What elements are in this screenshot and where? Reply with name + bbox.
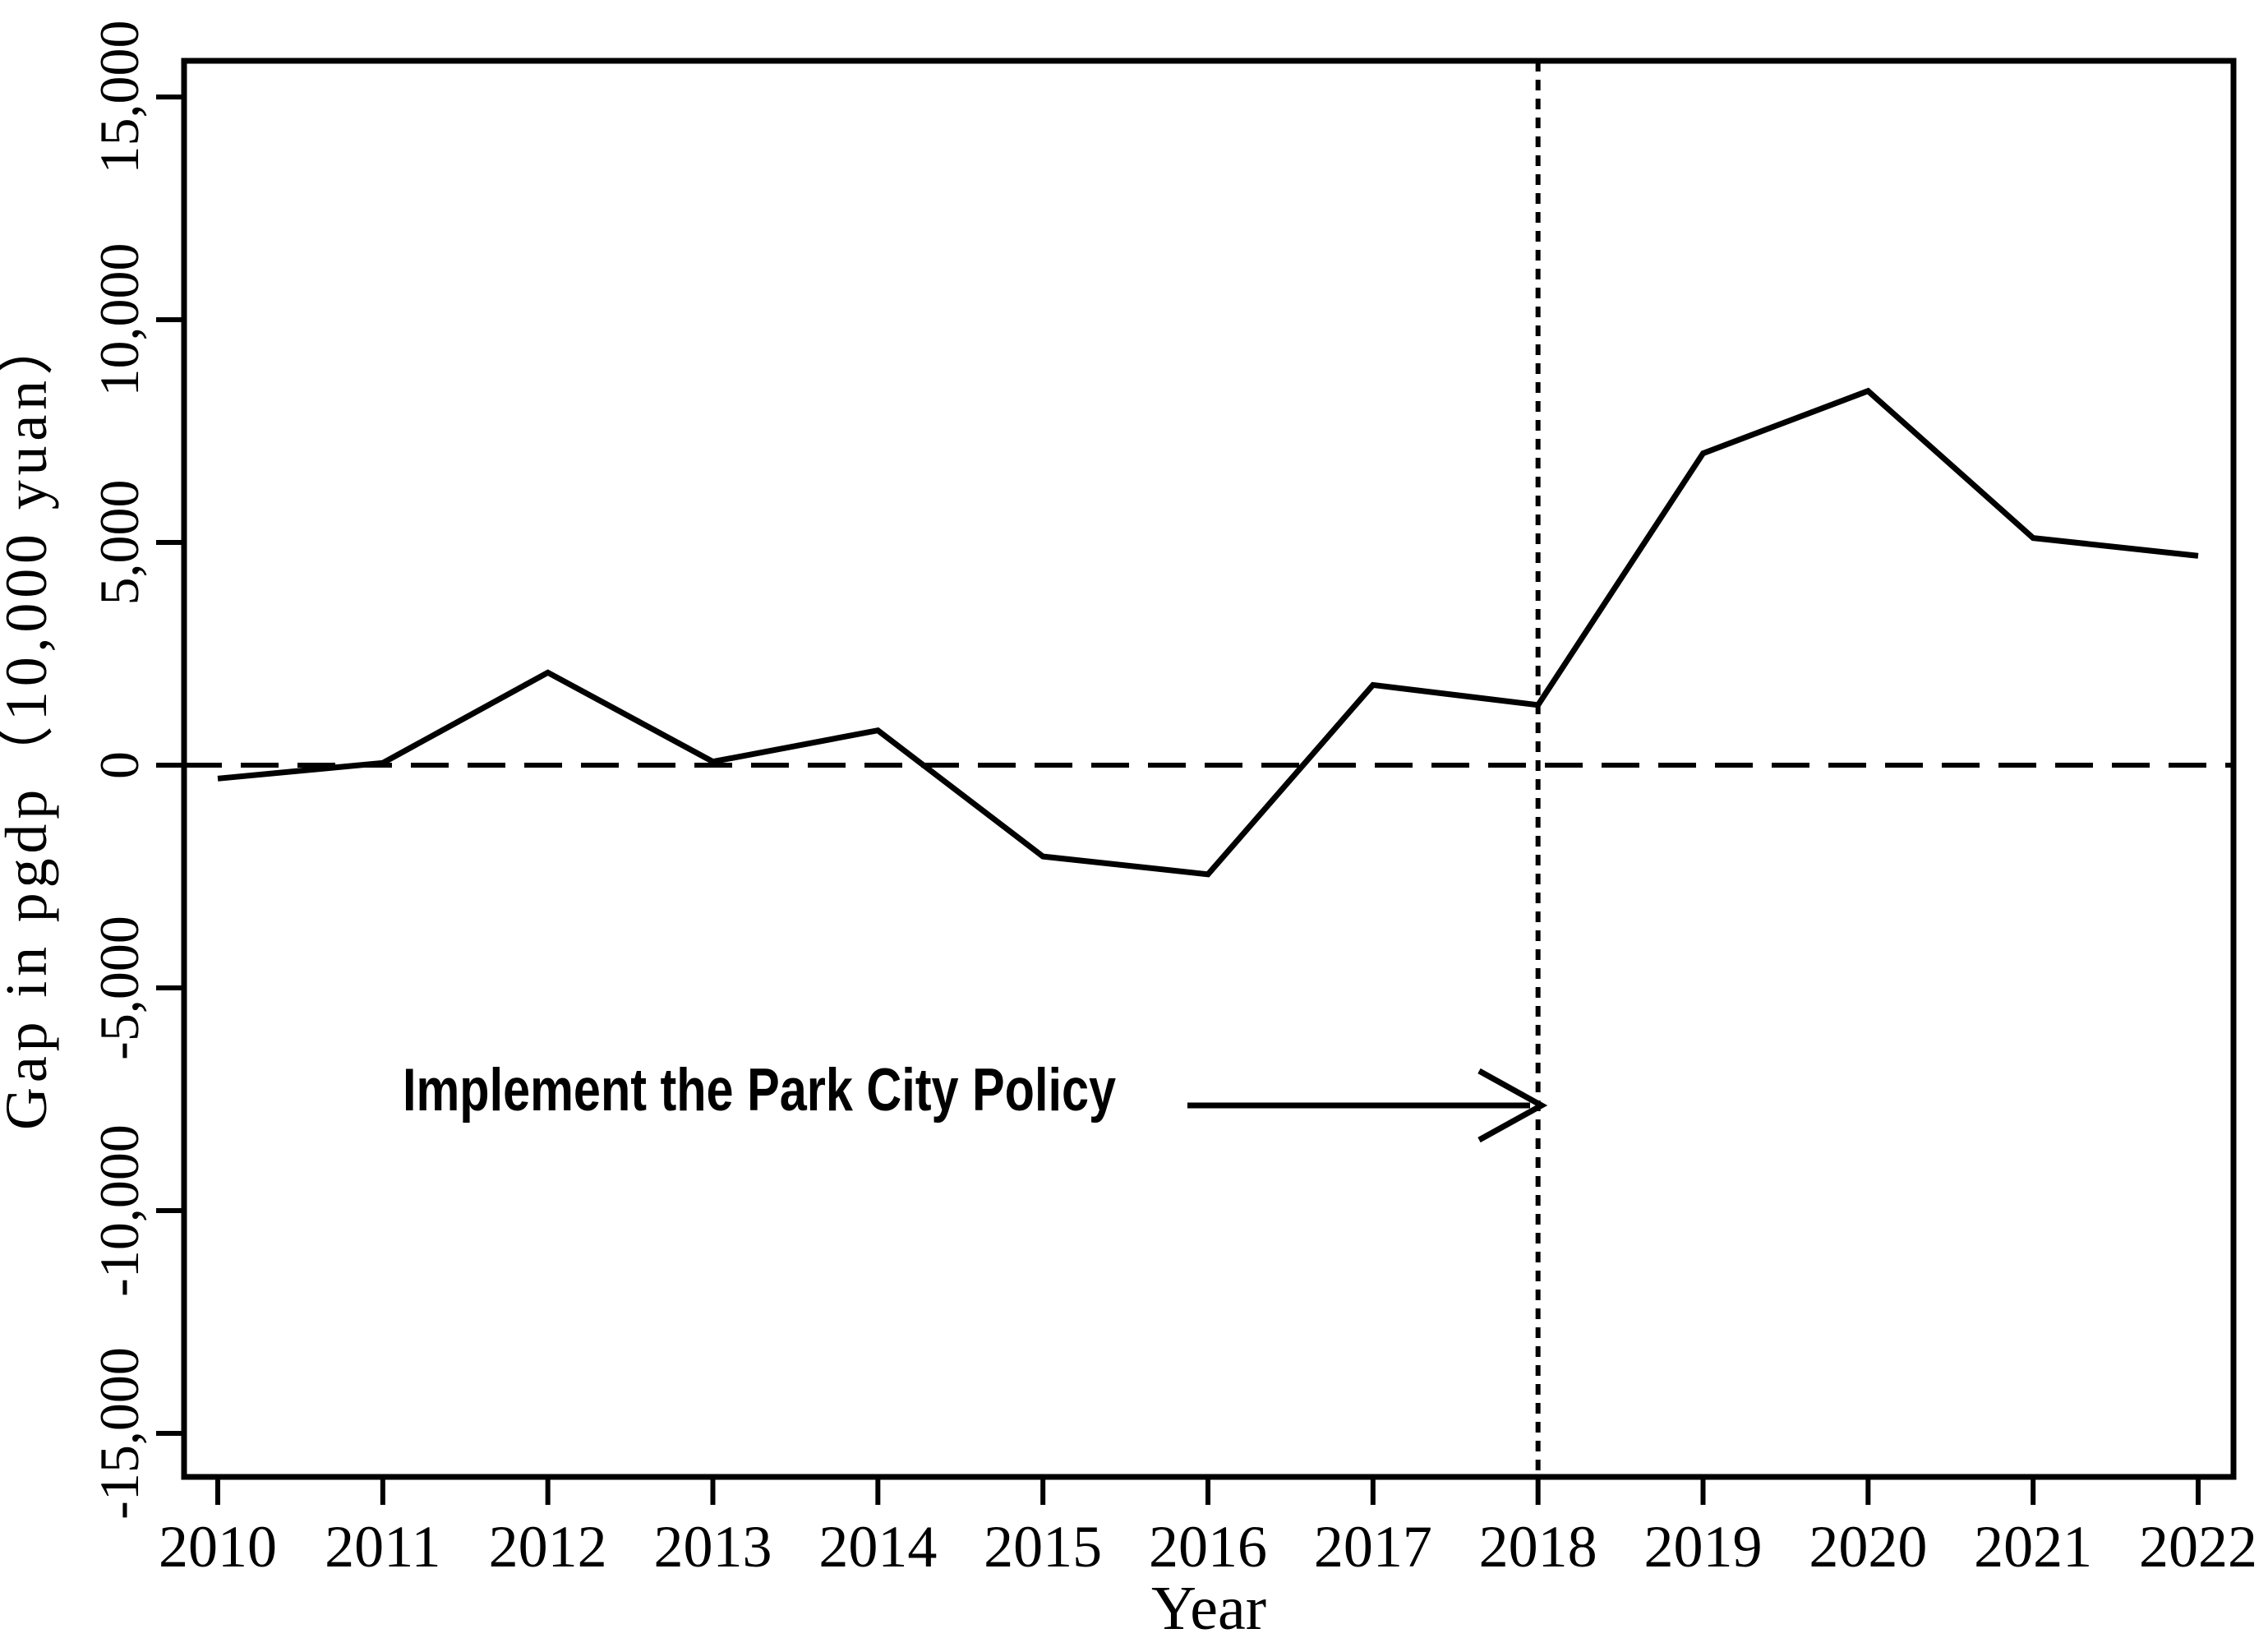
x-tick-label: 2015 <box>984 1514 1102 1580</box>
y-tick-label: -15,000 <box>88 1347 150 1520</box>
plot-area <box>181 58 2237 1480</box>
y-tick-label: -5,000 <box>88 916 150 1060</box>
y-tick-label: 10,000 <box>88 243 150 397</box>
y-axis-title: Gap in pgdp（10,000 yuan） <box>0 316 59 1130</box>
y-tick-label: 5,000 <box>88 480 150 606</box>
y-tick-label: -10,000 <box>88 1124 150 1297</box>
x-tick-label: 2011 <box>325 1514 440 1580</box>
x-tick-label: 2017 <box>1314 1514 1432 1580</box>
y-axis-ticks: 15,000 10,000 5,000 0 -5,000 -10,000 -15,000 <box>88 21 184 1520</box>
x-tick-label: 2012 <box>489 1514 607 1580</box>
policy-annotation-label: Implement the Park City Policy <box>403 1057 1116 1124</box>
x-axis-title: Year <box>1151 1574 1266 1638</box>
x-tick-label: 2020 <box>1809 1514 1927 1580</box>
y-tick-label: 0 <box>88 751 150 779</box>
x-tick-label: 2019 <box>1643 1514 1762 1580</box>
x-tick-label: 2010 <box>159 1514 277 1580</box>
x-tick-label: 2014 <box>818 1514 937 1580</box>
x-tick-label: 2018 <box>1479 1514 1597 1580</box>
gap-line-series <box>217 387 2199 878</box>
x-axis-ticks: 2010 2011 2012 2013 2014 2015 2016 2017 2018 2019… <box>159 1477 2257 1580</box>
x-tick-label: 2016 <box>1149 1514 1267 1580</box>
annotation-arrow <box>1187 1068 1548 1143</box>
x-tick-label: 2022 <box>2139 1514 2257 1580</box>
x-tick-label: 2013 <box>653 1514 772 1580</box>
x-tick-label: 2021 <box>1974 1514 2092 1580</box>
y-tick-label: 15,000 <box>88 21 150 174</box>
